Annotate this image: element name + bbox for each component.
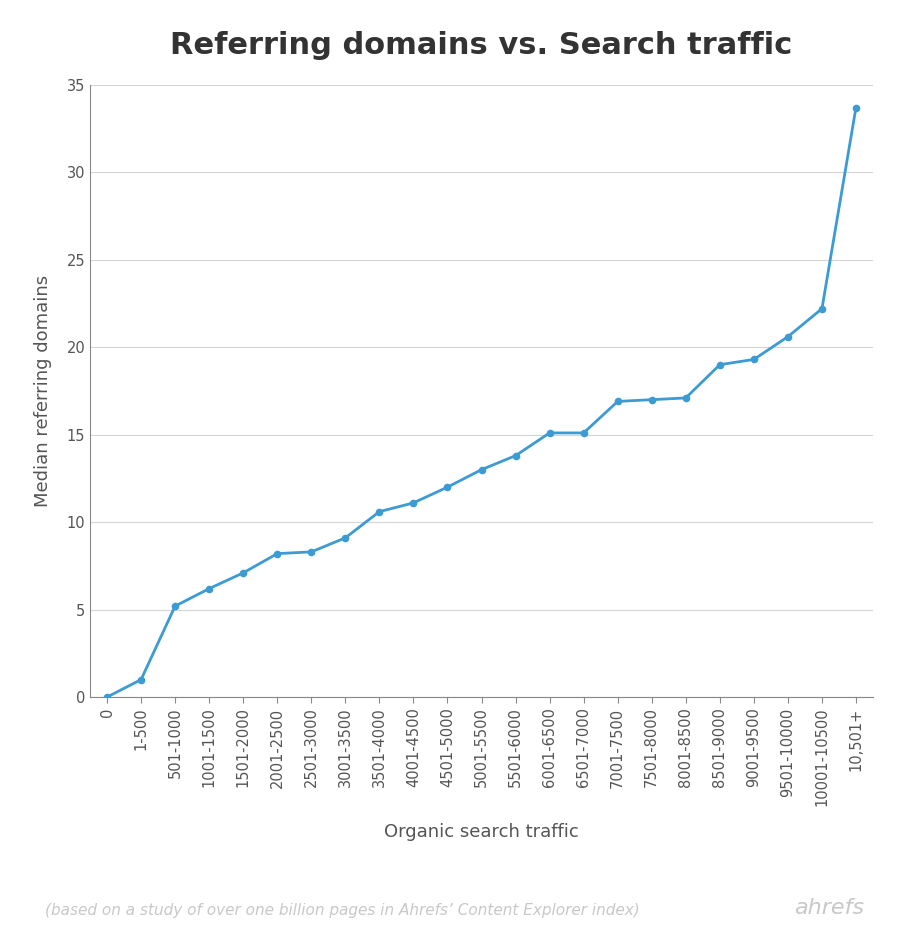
Text: ahrefs: ahrefs	[794, 899, 864, 918]
Title: Referring domains vs. Search traffic: Referring domains vs. Search traffic	[170, 31, 793, 60]
Y-axis label: Median referring domains: Median referring domains	[34, 275, 52, 507]
Text: (based on a study of over one billion pages in Ahrefs’ Content Explorer index): (based on a study of over one billion pa…	[45, 903, 640, 918]
X-axis label: Organic search traffic: Organic search traffic	[384, 822, 579, 841]
